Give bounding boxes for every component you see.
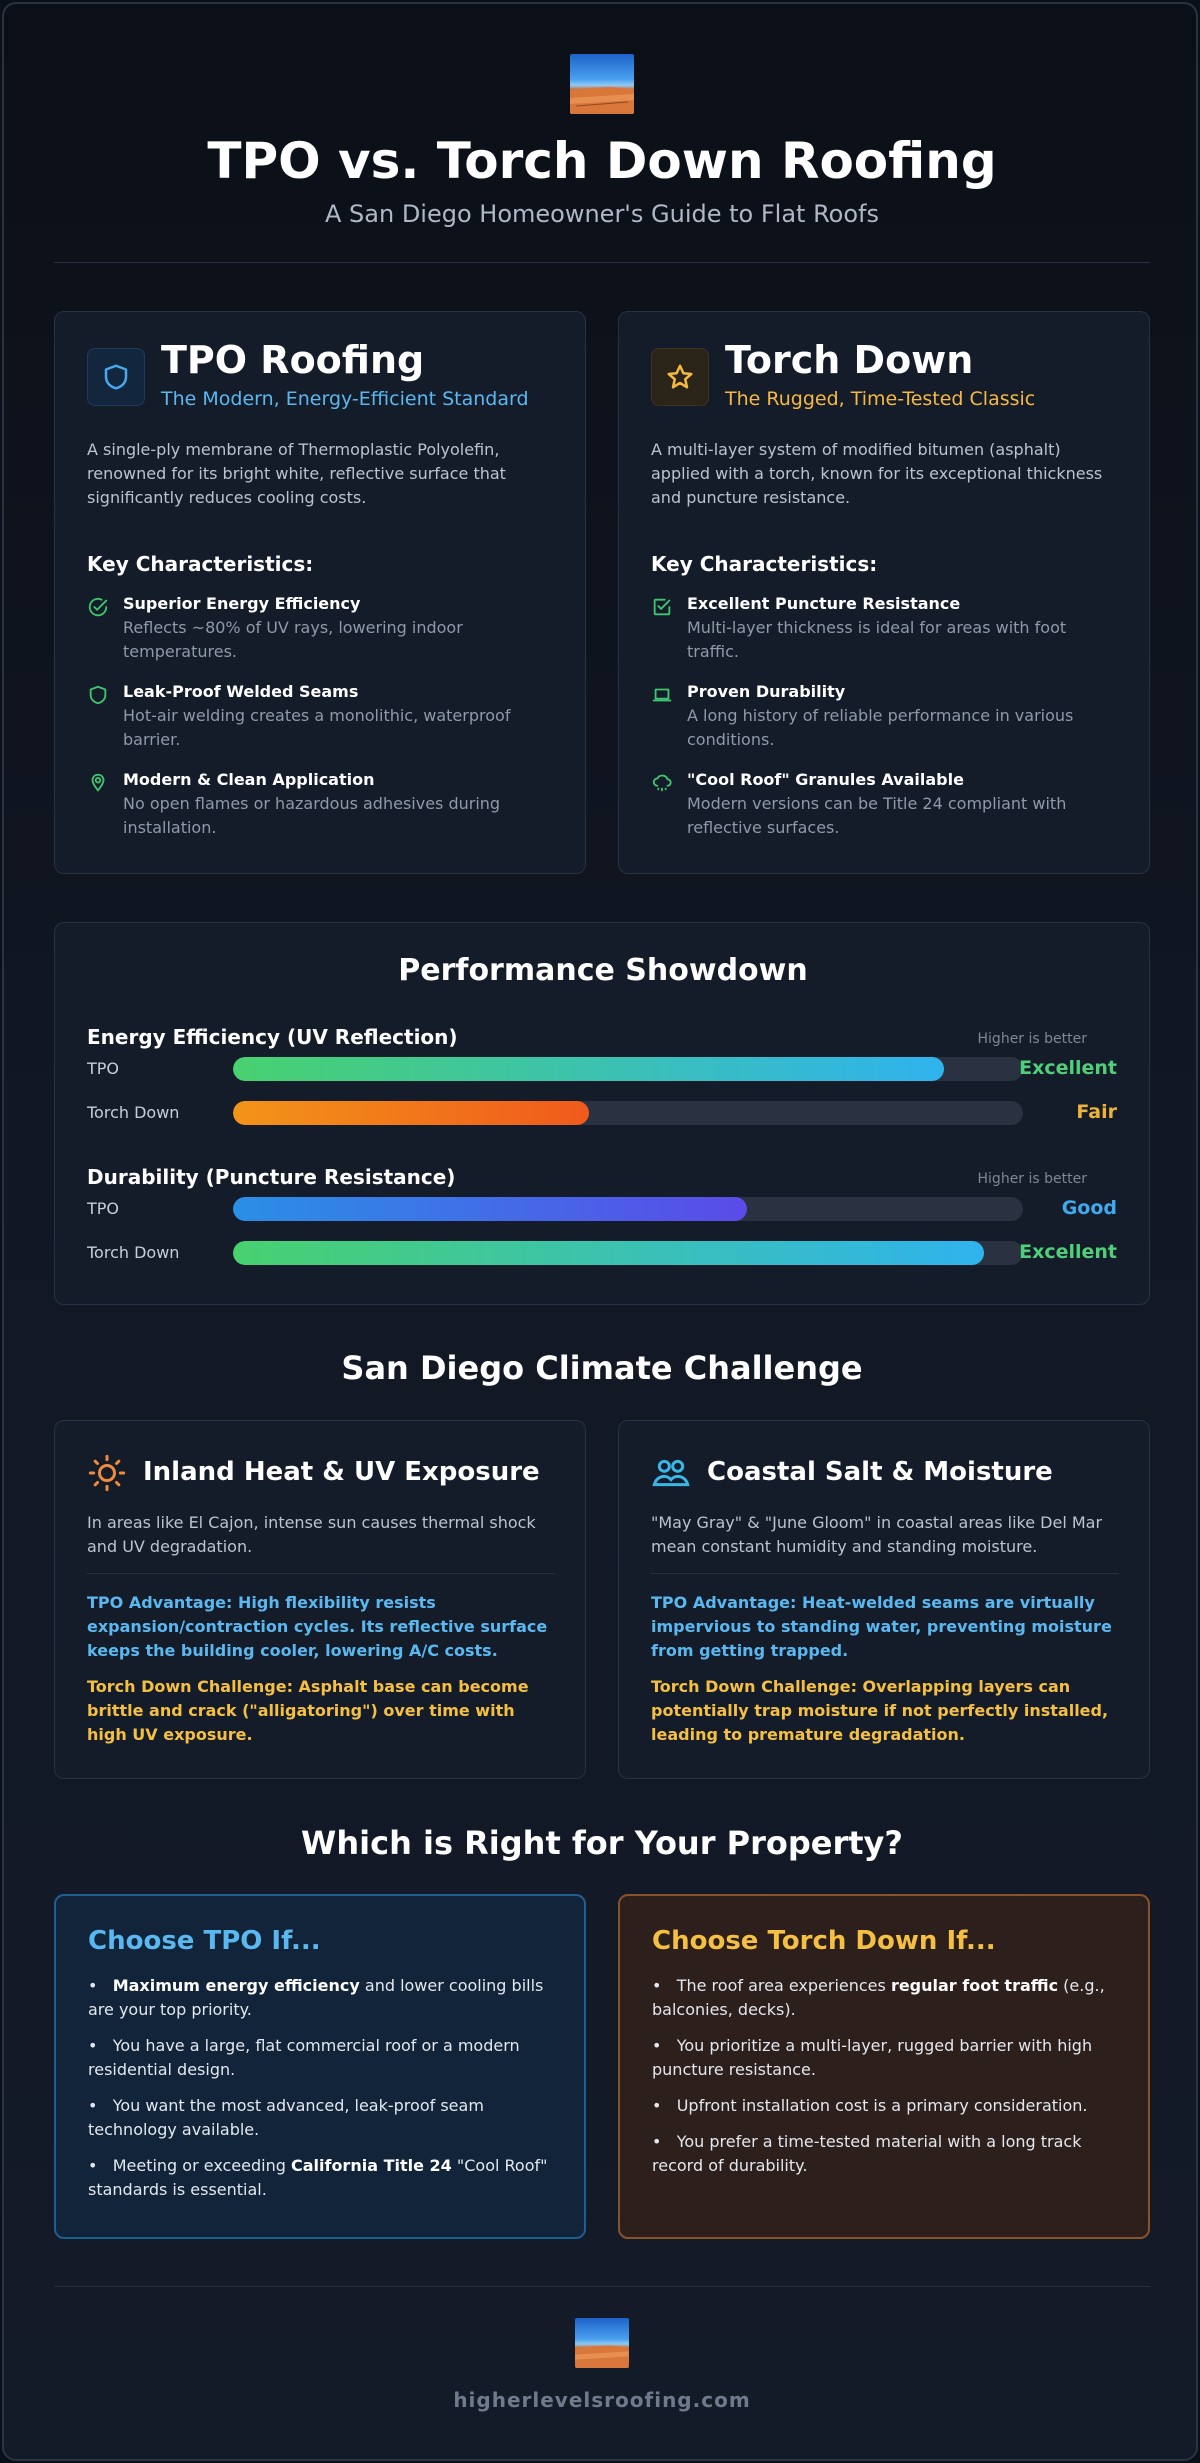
location-icon xyxy=(87,772,109,798)
choose-bullet: • The roof area experiences regular foot… xyxy=(652,1976,1105,2019)
performance-card: Performance Showdown Energy Efficiency (… xyxy=(54,922,1150,1305)
tpo-item-desc: No open flames or hazardous adhesives du… xyxy=(123,794,501,837)
header-divider xyxy=(54,262,1150,263)
bar-fill xyxy=(233,1197,747,1221)
footer-url[interactable]: higherlevelsroofing.com xyxy=(453,2388,751,2412)
climate-card-desc: "May Gray" & "June Gloom" in coastal are… xyxy=(651,1513,1103,1556)
bar-track xyxy=(233,1101,1023,1125)
torch-card: Torch Down The Rugged, Time-Tested Class… xyxy=(618,311,1150,874)
sun-icon xyxy=(87,1453,127,1497)
tpo-subtitle: The Modern, Energy-Efficient Standard xyxy=(161,388,529,410)
torch-item-desc: Modern versions can be Title 24 complian… xyxy=(687,794,1067,837)
cloud-drizzle-icon xyxy=(651,772,673,798)
climate-card-coastal: Coastal Salt & Moisture "May Gray" & "Ju… xyxy=(618,1420,1150,1779)
choose-bullet: • Meeting or exceeding California Title … xyxy=(88,2156,548,2199)
footer-logo xyxy=(575,2318,629,2368)
brand-logo xyxy=(570,54,634,114)
check-square-icon xyxy=(651,596,673,622)
metric-block: Energy Efficiency (UV Reflection) Higher… xyxy=(87,1025,1119,1155)
tpo-item-title: Modern & Clean Application xyxy=(123,770,375,789)
climate-card-title: Coastal Salt & Moisture xyxy=(707,1457,1053,1487)
tpo-advantage: TPO Advantage: Heat-welded seams are vir… xyxy=(651,1593,1112,1660)
page-title: TPO vs. Torch Down Roofing xyxy=(207,132,997,190)
footer-divider xyxy=(54,2286,1150,2287)
tpo-description: A single-ply membrane of Thermoplastic P… xyxy=(87,440,506,507)
torch-title: Torch Down xyxy=(725,338,974,382)
shield-icon xyxy=(87,348,145,406)
tpo-characteristics-heading: Key Characteristics: xyxy=(87,552,314,576)
choose-bullet: • Maximum energy efficiency and lower co… xyxy=(88,1976,544,2019)
check-circle-icon xyxy=(87,596,109,622)
torch-challenge: Torch Down Challenge: Overlapping layers… xyxy=(651,1677,1109,1744)
torch-item-title: Proven Durability xyxy=(687,682,846,701)
tpo-card: TPO Roofing The Modern, Energy-Efficient… xyxy=(54,311,586,874)
torch-item-desc: Multi-layer thickness is ideal for areas… xyxy=(687,618,1067,661)
bar-rating: Fair xyxy=(1076,1101,1117,1123)
bar-label: TPO xyxy=(87,1059,120,1078)
metric-hint: Higher is better xyxy=(977,1171,1087,1187)
bar-label: Torch Down xyxy=(87,1103,180,1122)
climate-divider xyxy=(87,1573,555,1574)
climate-card-inland: Inland Heat & UV Exposure In areas like … xyxy=(54,1420,586,1779)
bar-rating: Excellent xyxy=(1019,1241,1117,1263)
torch-characteristics-heading: Key Characteristics: xyxy=(651,552,878,576)
climate-title: San Diego Climate Challenge xyxy=(341,1349,863,1387)
bar-fill xyxy=(233,1101,589,1125)
torch-item-desc: A long history of reliable performance i… xyxy=(687,706,1074,749)
torch-item-title: "Cool Roof" Granules Available xyxy=(687,770,964,789)
choose-torch-card: Choose Torch Down If... • The roof area … xyxy=(618,1894,1150,2239)
choose-bullet: • You have a large, flat commercial roof… xyxy=(88,2036,520,2079)
tpo-title: TPO Roofing xyxy=(161,338,425,382)
bar-track xyxy=(233,1241,1023,1265)
bar-fill xyxy=(233,1241,984,1265)
climate-card-desc: In areas like El Cajon, intense sun caus… xyxy=(87,1513,536,1556)
choose-title: Which is Right for Your Property? xyxy=(301,1824,903,1862)
bar-track xyxy=(233,1057,1023,1081)
tpo-item-desc: Hot-air welding creates a monolithic, wa… xyxy=(123,706,511,749)
choose-tpo-card: Choose TPO If... • Maximum energy effici… xyxy=(54,1894,586,2239)
climate-divider xyxy=(651,1573,1119,1574)
choose-bullet: • You prefer a time-tested material with… xyxy=(652,2132,1082,2175)
choose-bullet: • You prioritize a multi-layer, rugged b… xyxy=(652,2036,1093,2079)
choose-tpo-title: Choose TPO If... xyxy=(88,1926,321,1956)
page-subtitle: A San Diego Homeowner's Guide to Flat Ro… xyxy=(324,200,879,228)
people-icon xyxy=(651,1453,691,1497)
star-icon xyxy=(651,348,709,406)
climate-card-title: Inland Heat & UV Exposure xyxy=(143,1457,540,1487)
bar-label: Torch Down xyxy=(87,1243,180,1262)
bar-fill xyxy=(233,1057,944,1081)
tpo-item-title: Superior Energy Efficiency xyxy=(123,594,361,613)
choose-bullet: • You want the most advanced, leak-proof… xyxy=(88,2096,484,2139)
bar-track xyxy=(233,1197,1023,1221)
bar-label: TPO xyxy=(87,1199,120,1218)
metric-block: Durability (Puncture Resistance) Higher … xyxy=(87,1165,1119,1295)
torch-item-title: Excellent Puncture Resistance xyxy=(687,594,961,613)
choose-bullet: • Upfront installation cost is a primary… xyxy=(652,2096,1088,2115)
tpo-advantage: TPO Advantage: High flexibility resists … xyxy=(87,1593,548,1660)
tpo-item-title: Leak-Proof Welded Seams xyxy=(123,682,359,701)
torch-description: A multi-layer system of modified bitumen… xyxy=(651,440,1103,507)
torch-subtitle: The Rugged, Time-Tested Classic xyxy=(725,388,1036,410)
shield-icon xyxy=(87,684,109,710)
metric-name: Durability (Puncture Resistance) xyxy=(87,1165,456,1189)
performance-title: Performance Showdown xyxy=(398,953,808,988)
tpo-item-desc: Reflects ~80% of UV rays, lowering indoo… xyxy=(123,618,463,661)
bar-rating: Good xyxy=(1061,1197,1117,1219)
bar-rating: Excellent xyxy=(1019,1057,1117,1079)
metric-name: Energy Efficiency (UV Reflection) xyxy=(87,1025,458,1049)
laptop-icon xyxy=(651,684,673,710)
metric-hint: Higher is better xyxy=(977,1031,1087,1047)
torch-challenge: Torch Down Challenge: Asphalt base can b… xyxy=(87,1677,529,1744)
choose-torch-title: Choose Torch Down If... xyxy=(652,1926,996,1956)
